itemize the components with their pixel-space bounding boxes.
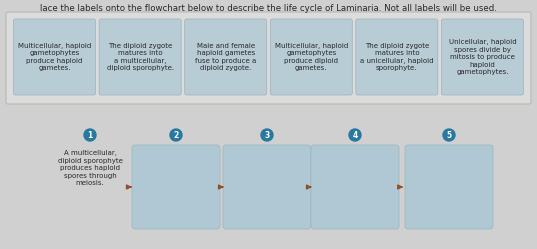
Circle shape <box>443 129 455 141</box>
Text: The diploid zygote
matures into
a multicellular,
diploid sporophyte.: The diploid zygote matures into a multic… <box>106 43 173 71</box>
Text: Male and female
haploid gametes
fuse to produce a
diploid zygote.: Male and female haploid gametes fuse to … <box>195 43 256 71</box>
Text: Multicellular, haploid
gametophytes
produce diploid
gametes.: Multicellular, haploid gametophytes prod… <box>274 43 348 71</box>
Circle shape <box>84 129 96 141</box>
FancyBboxPatch shape <box>132 145 220 229</box>
Text: Unicellular, haploid
spores divide by
mitosis to produce
haploid
gametophytes.: Unicellular, haploid spores divide by mi… <box>448 39 516 75</box>
Circle shape <box>170 129 182 141</box>
FancyBboxPatch shape <box>270 19 352 95</box>
FancyBboxPatch shape <box>223 145 311 229</box>
Text: 1: 1 <box>88 130 92 139</box>
FancyBboxPatch shape <box>185 19 267 95</box>
Circle shape <box>261 129 273 141</box>
Text: A multicellular,
diploid sporophyte
produces haploid
spores through
meiosis.: A multicellular, diploid sporophyte prod… <box>57 150 122 186</box>
FancyBboxPatch shape <box>99 19 181 95</box>
FancyBboxPatch shape <box>441 19 524 95</box>
FancyBboxPatch shape <box>356 19 438 95</box>
Text: 2: 2 <box>173 130 179 139</box>
Circle shape <box>349 129 361 141</box>
FancyBboxPatch shape <box>311 145 399 229</box>
Text: 4: 4 <box>352 130 358 139</box>
FancyBboxPatch shape <box>405 145 493 229</box>
Text: 5: 5 <box>446 130 452 139</box>
Text: 3: 3 <box>264 130 270 139</box>
FancyBboxPatch shape <box>6 12 531 104</box>
Text: The diploid zygote
matures into
a unicellular, haploid
sporophyte.: The diploid zygote matures into a unicel… <box>360 43 433 71</box>
Text: lace the labels onto the flowchart below to describe the life cycle of Laminaria: lace the labels onto the flowchart below… <box>40 4 497 13</box>
Text: Multicellular, haploid
gametophytes
produce haploid
gametes.: Multicellular, haploid gametophytes prod… <box>18 43 91 71</box>
FancyBboxPatch shape <box>13 19 96 95</box>
